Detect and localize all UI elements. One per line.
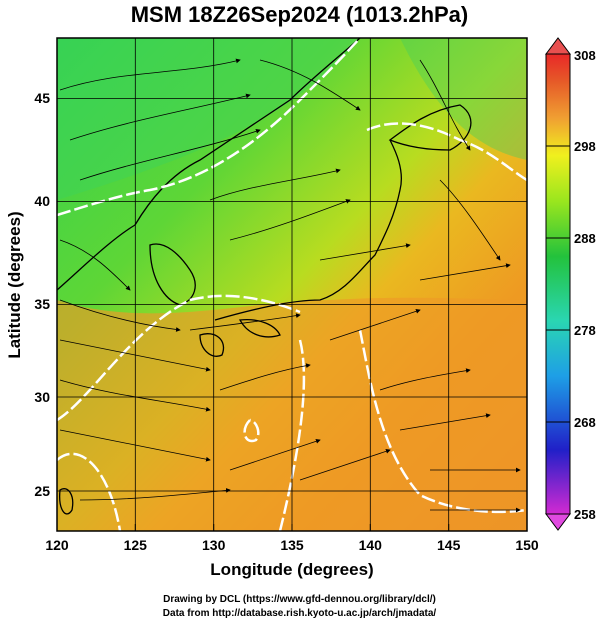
y-tick-labels: 25 30 35 40 45 <box>34 90 50 499</box>
cool-region <box>57 38 360 200</box>
x-tick-label: 140 <box>359 537 383 553</box>
x-axis-label: Longitude (degrees) <box>210 560 373 579</box>
credit-drawing: Drawing by DCL (https://www.gfd-dennou.o… <box>163 594 436 605</box>
credit-data-source: Data from http://database.rish.kyoto-u.a… <box>162 608 437 619</box>
y-tick-label: 25 <box>34 483 50 499</box>
map-grid <box>57 38 527 531</box>
wind-streamlines <box>59 58 521 513</box>
colorbar-tick-label: 268 <box>574 415 596 430</box>
x-tick-label: 135 <box>280 537 304 553</box>
y-axis-label: Latitude (degrees) <box>5 211 24 358</box>
colorbar-scale <box>545 53 571 515</box>
colorbar <box>545 37 571 531</box>
x-tick-label: 145 <box>437 537 461 553</box>
colorbar-tick-label: 258 <box>574 507 596 522</box>
y-tick-label: 40 <box>34 193 50 209</box>
colorbar-tick-label: 288 <box>574 231 596 246</box>
cool-region-ne <box>400 38 527 160</box>
colorbar-tick-label: 298 <box>574 139 596 154</box>
x-tick-label: 125 <box>124 537 148 553</box>
y-tick-label: 30 <box>34 389 50 405</box>
y-tick-label: 35 <box>34 296 50 312</box>
map-title: MSM 18Z26Sep2024 (1013.2hPa) <box>130 2 469 27</box>
isotherm-contours <box>57 38 527 531</box>
x-tick-label: 130 <box>202 537 226 553</box>
x-tick-label: 150 <box>515 537 539 553</box>
x-tick-marks <box>56 524 528 531</box>
colorbar-tick-labels: 308 298 288 278 268 258 <box>574 48 596 522</box>
colorbar-min-triangle <box>545 513 571 531</box>
colorbar-tick-label: 278 <box>574 323 596 338</box>
colorbar-max-triangle <box>545 37 571 55</box>
y-tick-label: 45 <box>34 90 50 106</box>
x-tick-labels: 120 125 130 135 140 145 150 <box>45 537 539 553</box>
colorbar-tick-label: 308 <box>574 48 596 63</box>
x-tick-label: 120 <box>45 537 69 553</box>
